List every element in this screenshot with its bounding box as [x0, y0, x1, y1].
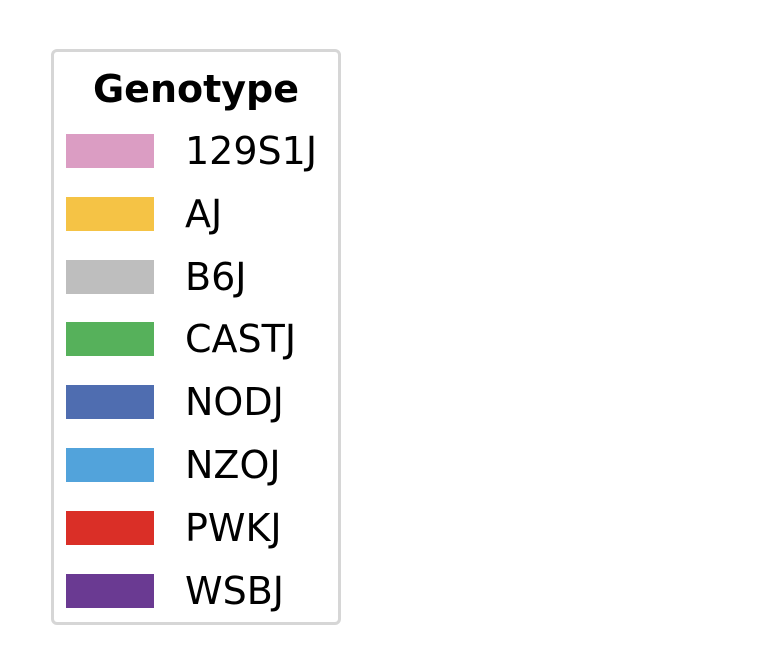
legend-entries: 129S1J AJ B6J CASTJ NODJ NZOJ PWKJ WSBJ [54, 52, 338, 622]
legend-swatch [66, 196, 154, 231]
legend-swatch [66, 510, 154, 545]
legend-swatch [66, 573, 154, 608]
legend-entry: NZOJ [54, 440, 338, 490]
legend-entry: WSBJ [54, 566, 338, 616]
legend-swatch [66, 259, 154, 294]
legend-label: PWKJ [185, 505, 282, 550]
legend-entry: NODJ [54, 377, 338, 427]
legend-label: NZOJ [185, 443, 281, 487]
legend-label: 129S1J [185, 129, 318, 173]
legend-entry: CASTJ [54, 314, 338, 364]
legend-swatch [66, 322, 154, 357]
legend-entry: B6J [54, 252, 338, 302]
legend-title: Genotype [92, 67, 300, 111]
legend-swatch [66, 385, 154, 420]
legend-label: AJ [185, 191, 223, 236]
legend-label: CASTJ [185, 317, 297, 362]
legend-entry: PWKJ [54, 503, 338, 553]
legend-entry: AJ [54, 189, 338, 239]
legend-entry: 129S1J [54, 126, 338, 176]
chart-legend: Genotype 129S1J AJ B6J CASTJ NODJ NZOJ PWKJ WSB… [51, 49, 341, 625]
legend-label: WSBJ [185, 568, 284, 613]
legend-swatch [66, 134, 154, 168]
legend-label: B6J [185, 254, 247, 299]
legend-swatch [66, 448, 154, 482]
legend-label: NODJ [185, 380, 284, 425]
